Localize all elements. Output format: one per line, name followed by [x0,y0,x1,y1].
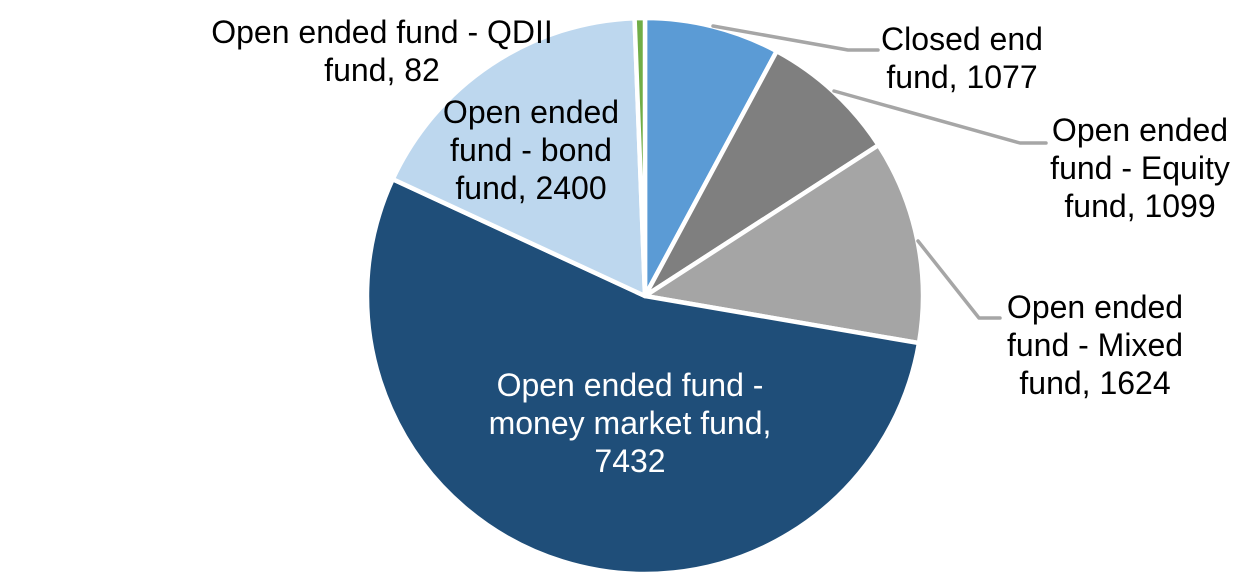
label-open-ended-fund-equity: Open ended fund - Equity fund, 1099 [1050,112,1230,224]
label-closed-end-fund: Closed end fund, 1077 [881,21,1043,95]
label-open-ended-fund-money-market: Open ended fund - money market fund, 743… [488,367,772,479]
leader-line-open-ended-fund-equity-fund [832,89,1048,145]
pie-slice-open-ended-fund-money-market-fund [364,176,922,577]
leader-line-open-ended-fund-mixed-fund [916,239,1002,320]
label-open-ended-fund-qdii: Open ended fund - QDII fund, 82 [211,14,553,88]
leader-line-closed-end-fund [711,24,880,52]
pie-slice-open-ended-fund-bond-fund [390,15,648,299]
pie-slice-open-ended-fund-qdii-fund [632,15,648,299]
label-open-ended-fund-mixed: Open ended fund - Mixed fund, 1624 [1006,289,1184,401]
label-open-ended-fund-bond: Open ended fund - bond fund, 2400 [442,94,620,206]
